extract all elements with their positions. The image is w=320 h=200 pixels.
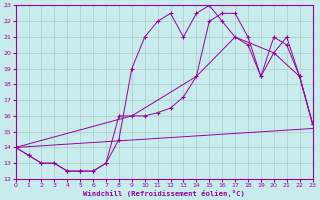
X-axis label: Windchill (Refroidissement éolien,°C): Windchill (Refroidissement éolien,°C) bbox=[83, 190, 245, 197]
